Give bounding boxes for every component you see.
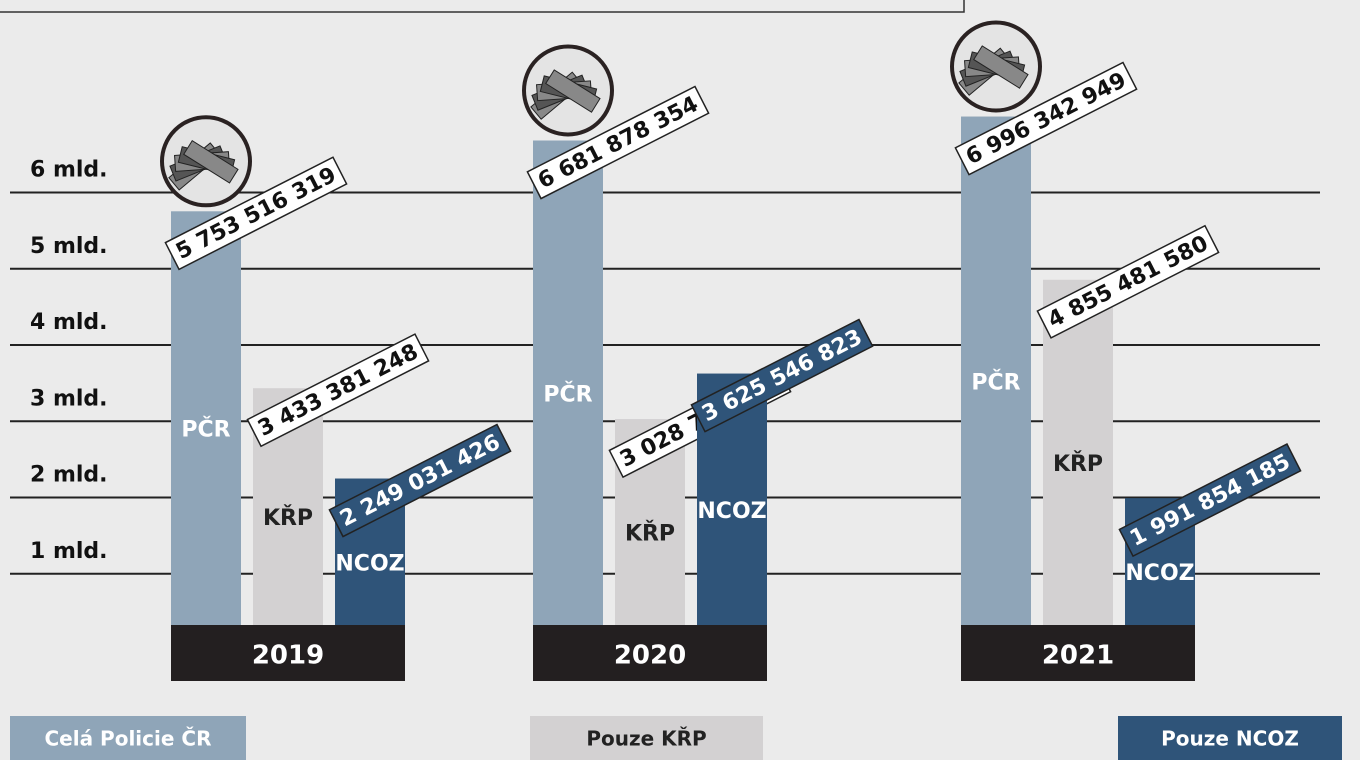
bar-series-label: KŘP (625, 521, 675, 547)
page: {"chart_data": {"type": "bar", "categori… (0, 0, 1360, 760)
x-tick-label: 2020 (614, 641, 686, 671)
bar-series-label: KŘP (263, 505, 313, 531)
y-tick-label: 5 mld. (30, 234, 108, 259)
bar-series-label: NCOZ (697, 499, 766, 524)
legend-label: Pouze NCOZ (1161, 727, 1299, 751)
y-tick-label: 3 mld. (30, 386, 108, 411)
bar-series-label: NCOZ (335, 551, 404, 576)
x-tick-label: 2021 (1042, 641, 1114, 671)
chart: 1 mld.2 mld.3 mld.4 mld.5 mld.6 mld.PČR5… (0, 0, 1360, 760)
y-tick-label: 6 mld. (30, 158, 108, 183)
legend-label: Pouze KŘP (586, 727, 706, 751)
bar-series-label: KŘP (1053, 451, 1103, 477)
y-tick-label: 4 mld. (30, 310, 108, 335)
legend-label: Celá Policie ČR (45, 727, 212, 751)
bar-series-label: PČR (971, 369, 1020, 395)
bar-series-label: NCOZ (1125, 561, 1194, 586)
x-tick-label: 2019 (252, 641, 324, 671)
bar-series-label: PČR (181, 417, 230, 443)
y-tick-label: 2 mld. (30, 463, 108, 488)
y-tick-label: 1 mld. (30, 539, 108, 564)
bar-series-label: PČR (543, 381, 592, 407)
top-frame (0, 0, 964, 12)
